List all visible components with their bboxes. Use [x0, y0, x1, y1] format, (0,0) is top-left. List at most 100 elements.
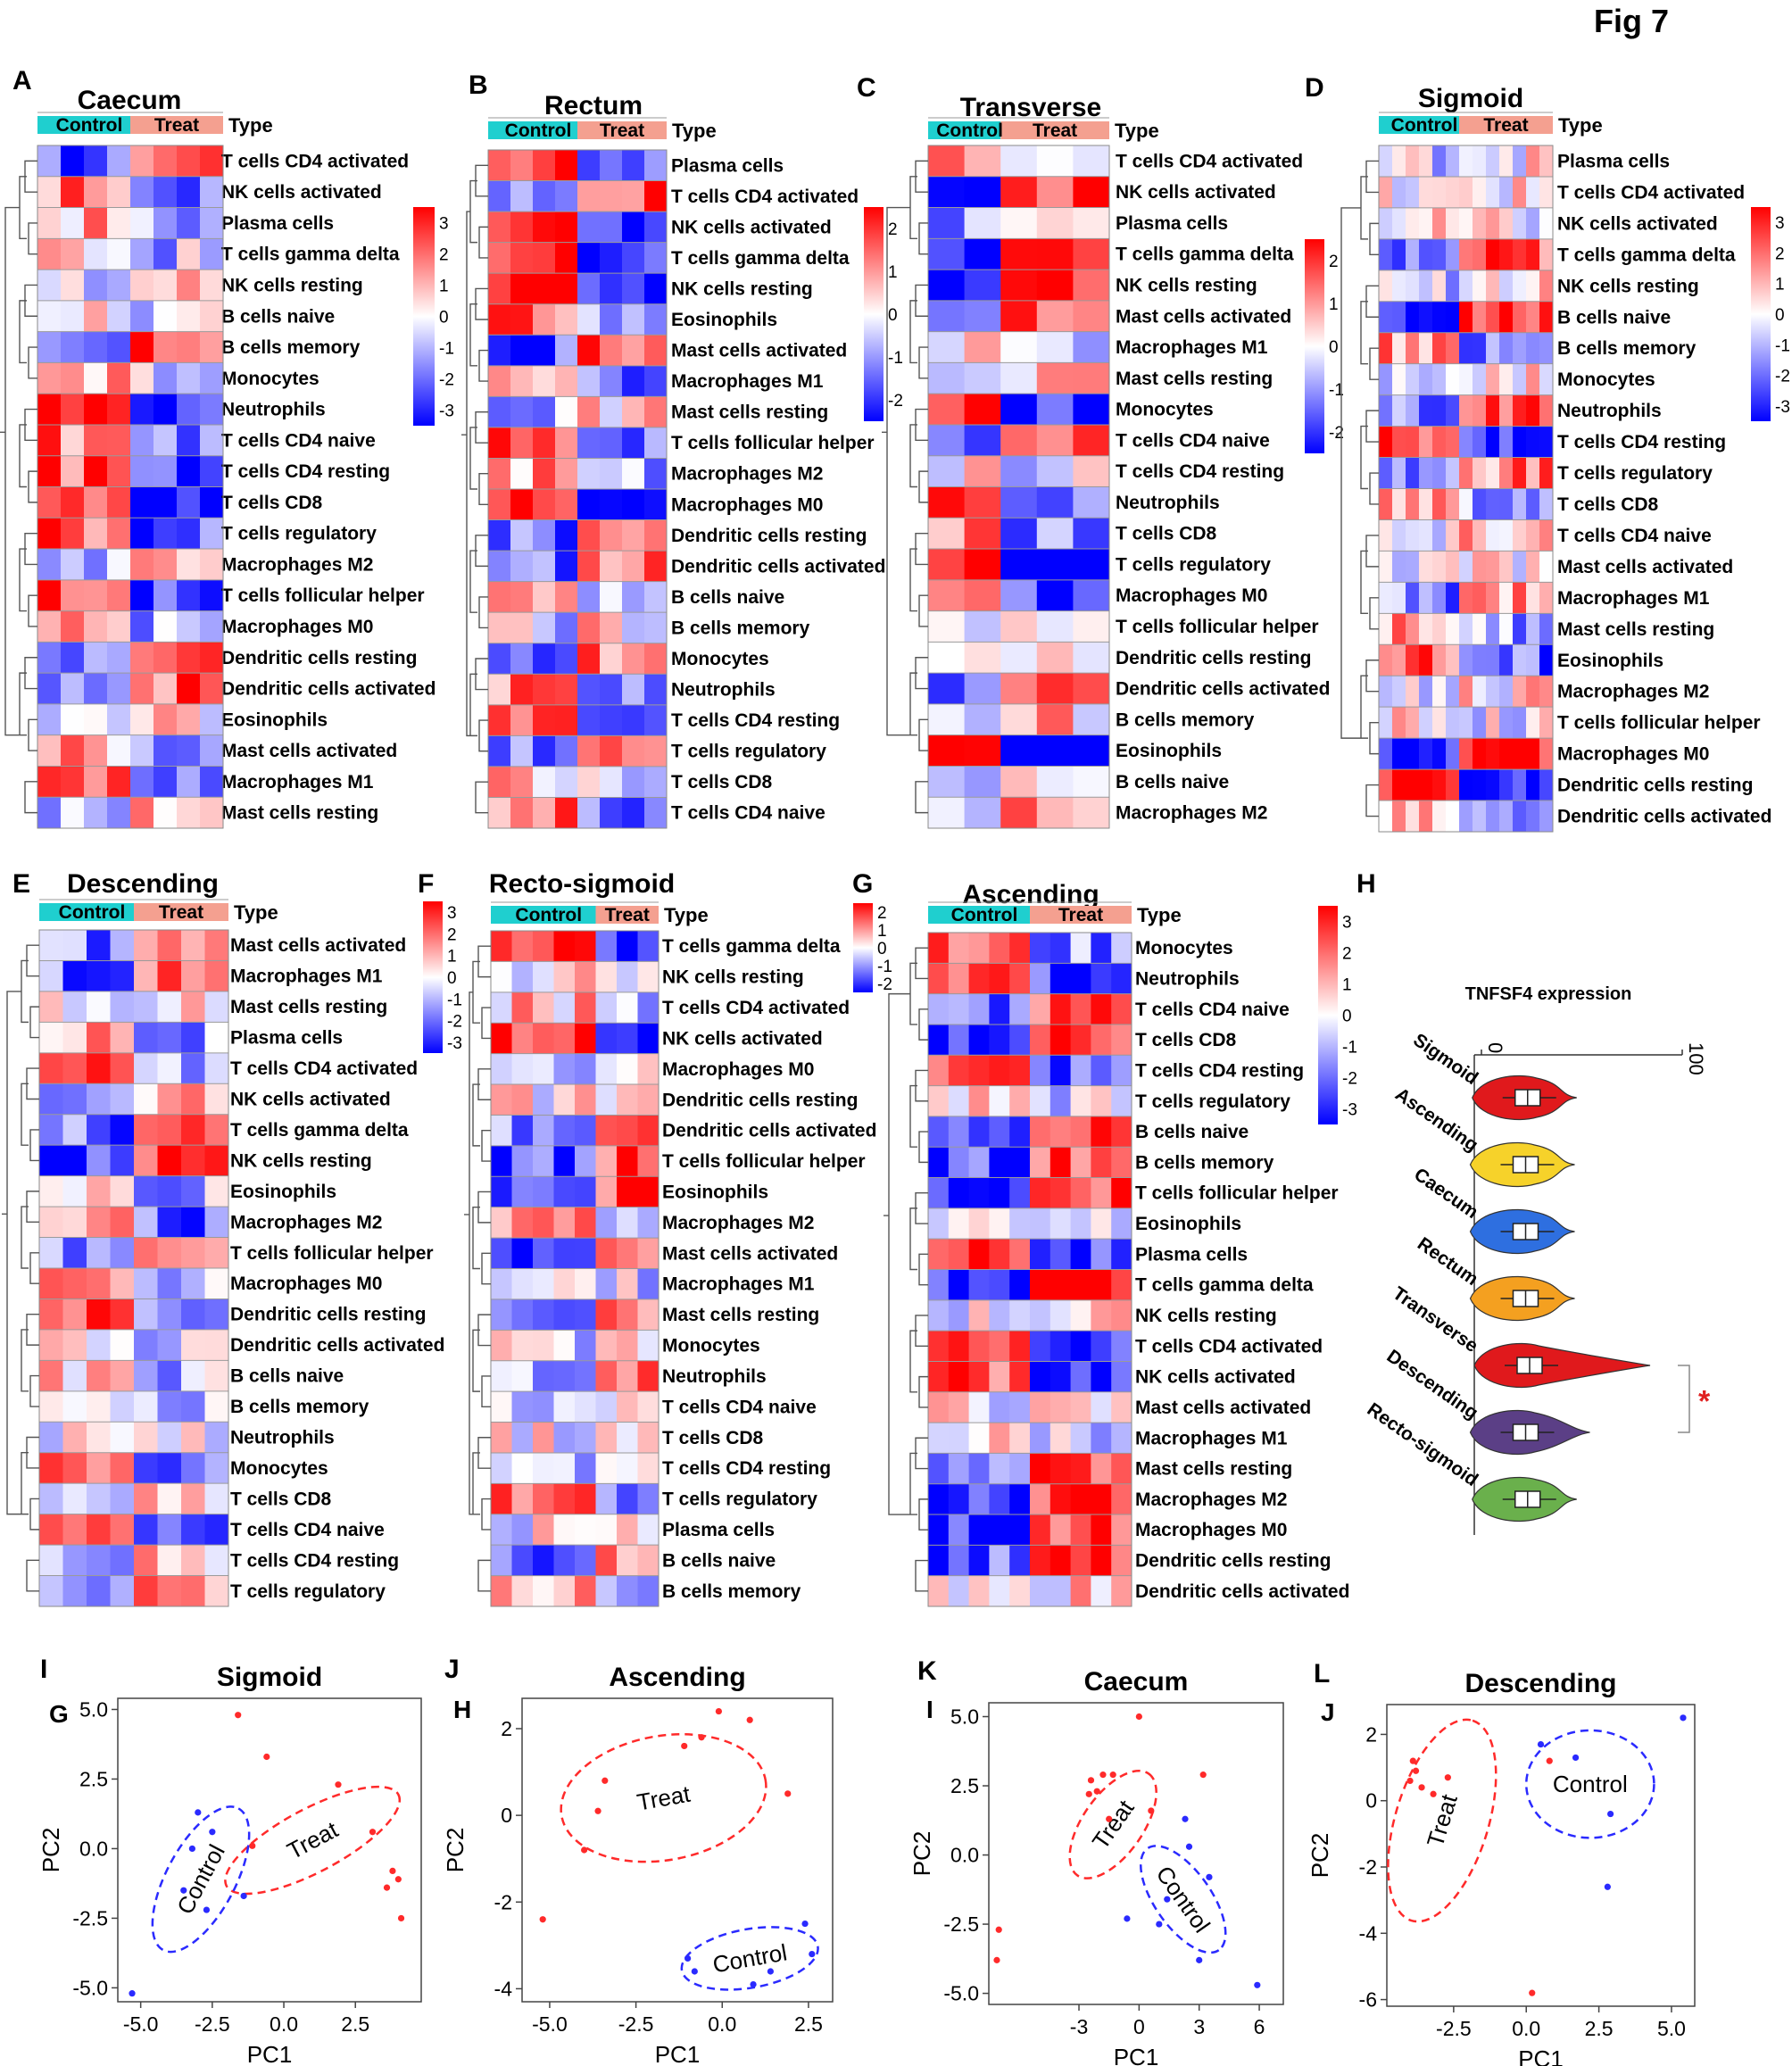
heat-cell: [1432, 301, 1447, 334]
heat-cell: [488, 150, 511, 182]
heat-cell: [1000, 300, 1038, 333]
heat-cell: [553, 1115, 576, 1147]
heat-cell: [1513, 707, 1527, 739]
heat-cell: [1432, 769, 1447, 801]
row-label: B cells memory: [671, 618, 810, 638]
row-label: T cells regulatory: [1557, 463, 1713, 484]
heat-cell: [553, 1575, 576, 1607]
heat-cell: [1091, 1575, 1112, 1607]
heat-cell: [200, 766, 224, 798]
heat-cell: [1459, 238, 1473, 271]
x-axis-label: PC1: [1114, 2044, 1159, 2066]
plot-frame: [521, 1697, 834, 2003]
heat-cell: [1459, 582, 1473, 614]
heat-cell: [157, 1575, 182, 1607]
heat-cell: [511, 1330, 534, 1362]
color-scale-tick: 1: [1342, 976, 1352, 995]
heat-cell: [1036, 734, 1074, 767]
heat-cell: [130, 331, 154, 363]
pca-point: [129, 1990, 136, 1997]
heat-cell: [617, 1330, 638, 1362]
pca-point: [995, 1926, 1002, 1933]
row-label: Dendritic cells resting: [221, 648, 417, 668]
heat-cell: [1446, 551, 1460, 583]
panel-sub-letter: J: [1321, 1698, 1335, 1726]
heat-cell: [617, 1238, 638, 1269]
heat-cell: [968, 1055, 990, 1087]
heat-cell: [555, 581, 578, 613]
heat-cell: [39, 1207, 63, 1239]
row-label: NK cells activated: [221, 182, 382, 203]
heat-cell: [130, 703, 154, 736]
heat-cell: [39, 1114, 63, 1146]
heat-cell: [553, 1330, 576, 1362]
pca-point: [369, 1829, 377, 1836]
pca-point: [767, 1968, 775, 1975]
heat-cell: [1446, 488, 1460, 520]
y-axis-label: PC2: [442, 1828, 469, 1873]
heat-cell: [153, 362, 178, 394]
control-bar: [488, 121, 577, 139]
violin-tick-label: 100: [1685, 1042, 1707, 1075]
heat-cell: [595, 1268, 618, 1300]
heat-cell: [555, 735, 578, 767]
heat-cell: [1111, 1055, 1132, 1087]
heat-cell: [600, 303, 623, 336]
row-label: T cells regulatory: [221, 524, 377, 544]
heat-cell: [1009, 1545, 1031, 1577]
heat-cell: [488, 674, 511, 706]
heat-cell: [948, 1207, 970, 1240]
group-label-control: Control: [1553, 1771, 1628, 1797]
heat-cell: [964, 549, 1001, 581]
heat-cell: [1049, 1331, 1072, 1362]
heat-cell: [511, 1176, 534, 1208]
heat-cell: [37, 394, 62, 426]
heat-cell: [134, 930, 158, 961]
heat-cell: [637, 1145, 660, 1177]
heat-cell: [637, 1360, 660, 1392]
heat-cell: [1036, 270, 1074, 302]
heat-cell: [1459, 426, 1473, 459]
heat-cell: [510, 458, 534, 490]
x-tick-label: -2.5: [618, 2012, 654, 2036]
heat-cell: [575, 1391, 596, 1423]
x-tick-label: 5.0: [1657, 2017, 1686, 2040]
heat-cell: [1392, 301, 1406, 334]
heat-cell: [181, 1114, 205, 1146]
heat-cell: [511, 1053, 534, 1085]
heat-cell: [1419, 644, 1433, 676]
heat-cell: [1036, 331, 1074, 363]
heat-cell: [1000, 703, 1038, 736]
row-label: Monocytes: [671, 649, 769, 669]
heat-cell: [39, 1052, 63, 1084]
heat-cell: [989, 1116, 1010, 1148]
heat-cell: [130, 486, 154, 519]
heat-cell: [964, 455, 1001, 487]
heat-cell: [1009, 1269, 1031, 1301]
control-bar: [928, 121, 1001, 139]
heat-cell: [968, 1575, 990, 1607]
heat-cell: [1539, 644, 1554, 676]
row-label: T cells CD8: [1116, 524, 1217, 544]
heat-cell: [84, 238, 108, 270]
heat-cell: [39, 1483, 63, 1515]
heat-cell: [1111, 1514, 1132, 1546]
heat-cell: [989, 1391, 1010, 1423]
heat-cell: [1070, 1299, 1091, 1332]
heat-cell: [491, 1514, 512, 1546]
heat-cell: [1030, 1545, 1051, 1577]
color-scale-tick: 1: [888, 263, 898, 282]
color-scale-tick: 2: [1775, 245, 1785, 263]
heat-cell: [1009, 1055, 1031, 1087]
row-label: T cells CD4 resting: [221, 461, 390, 482]
heat-cell: [110, 1268, 135, 1299]
heat-cell: [107, 673, 131, 705]
heat-cell: [181, 960, 205, 992]
y-tick-label: -4: [494, 1977, 513, 2000]
heat-cell: [989, 1239, 1010, 1270]
heat-cell: [200, 176, 224, 209]
row-label: T cells CD8: [221, 493, 323, 513]
heat-cell: [1539, 801, 1554, 833]
heat-cell: [553, 961, 576, 993]
heat-cell: [555, 303, 578, 336]
